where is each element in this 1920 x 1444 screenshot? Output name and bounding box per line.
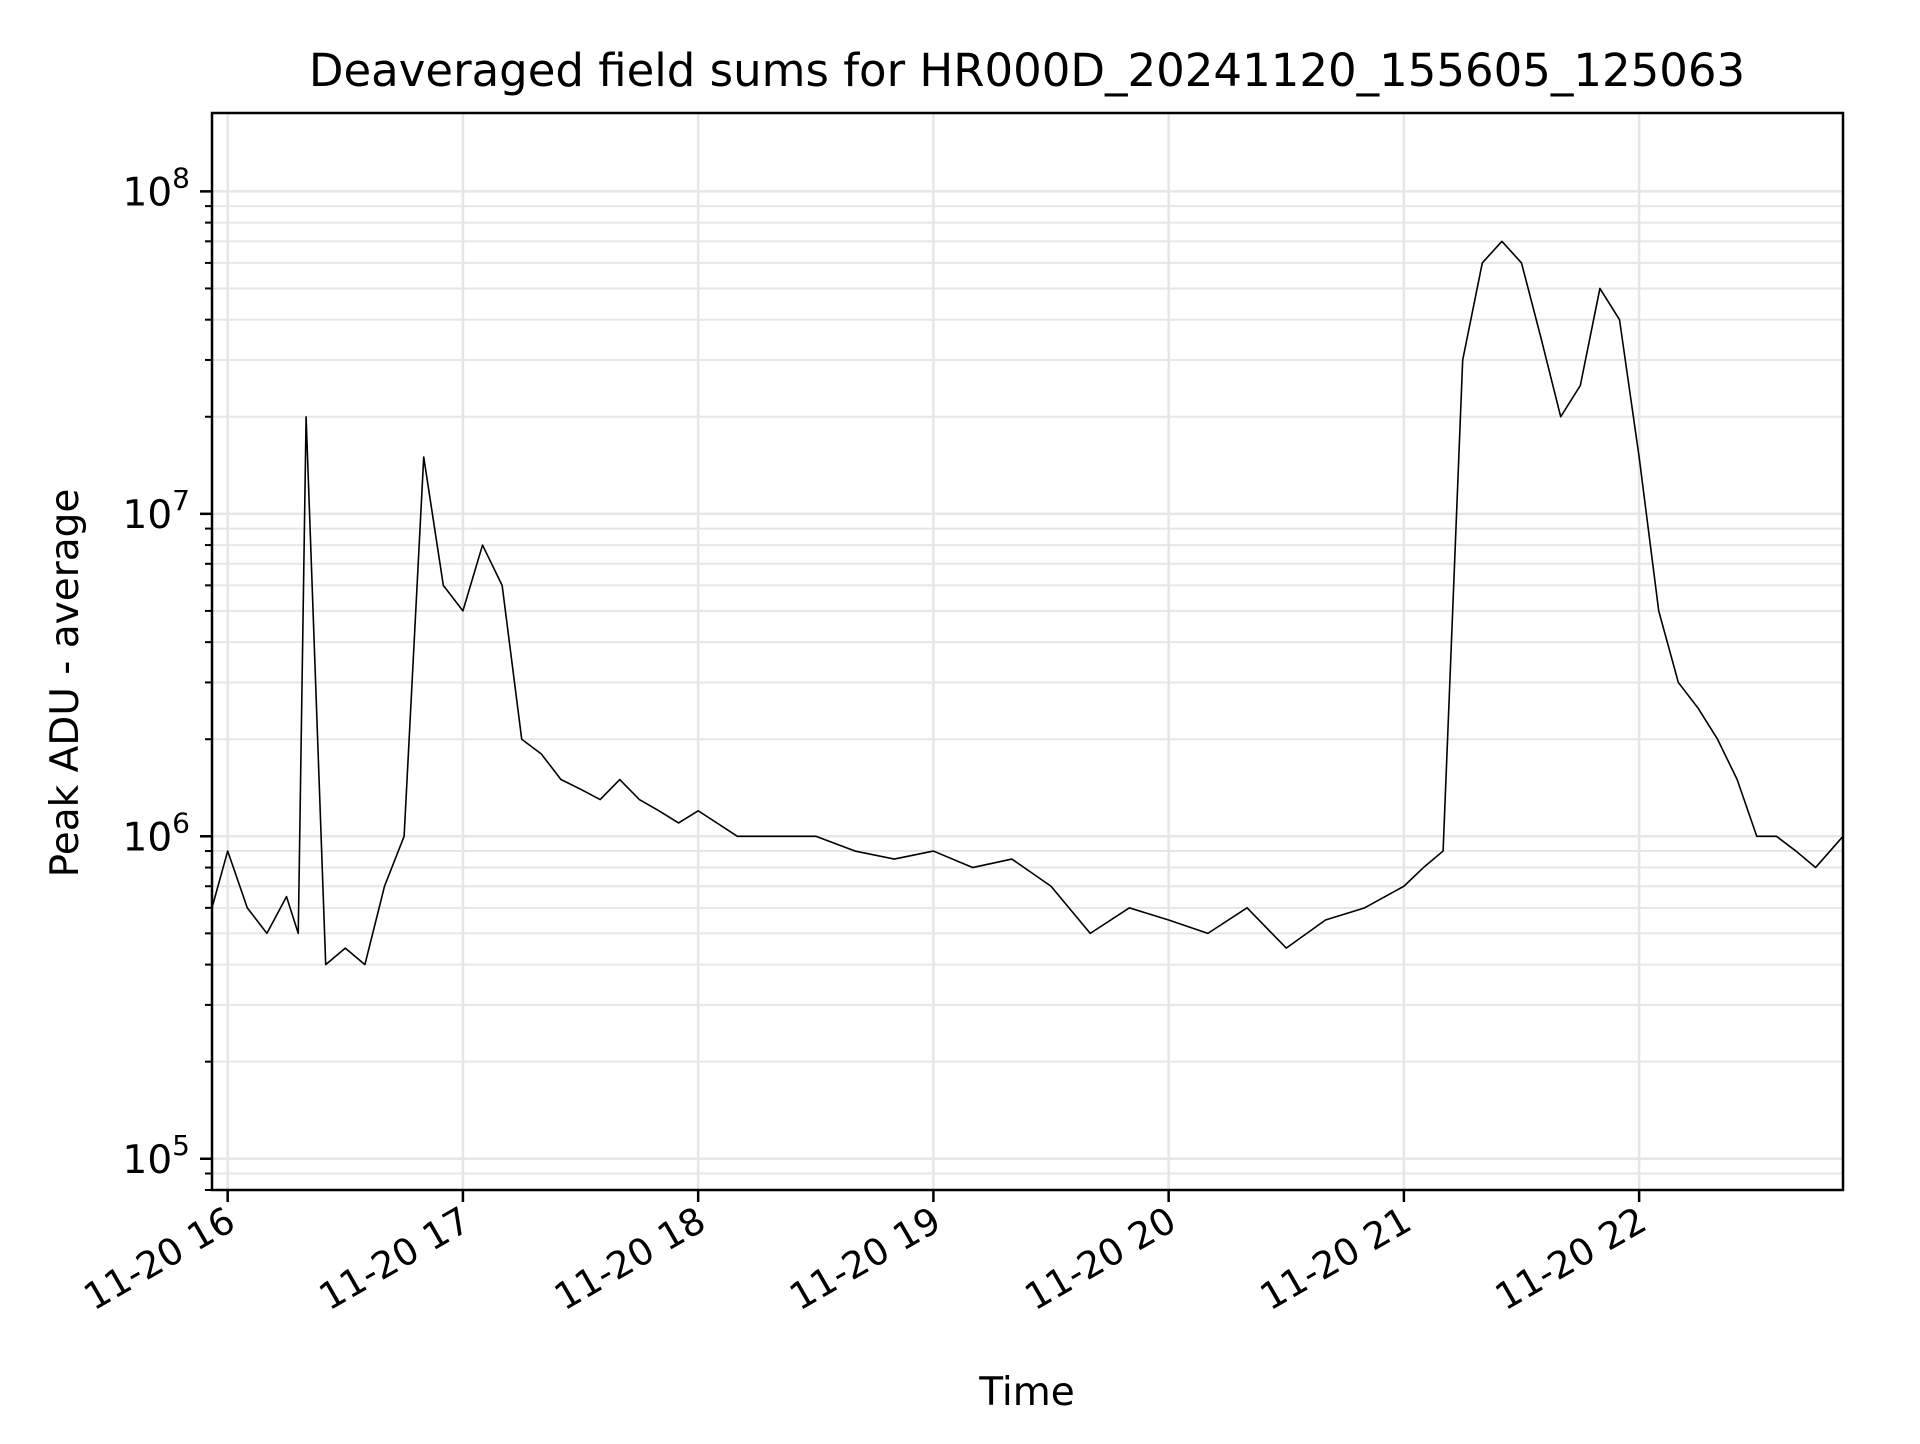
- x-axis-label: Time: [978, 1370, 1074, 1415]
- plot-layer: [211, 240, 1844, 966]
- grid-layer: [212, 113, 1843, 1191]
- series-line: [211, 240, 1844, 966]
- plot-area-frame: [210, 111, 1845, 1192]
- y-tick-base: 10: [123, 815, 173, 860]
- y-tick-base: 10: [123, 170, 173, 215]
- y-tick-exponent: 5: [172, 1129, 190, 1162]
- y-tick-exponent: 7: [172, 484, 190, 517]
- y-tick-label: 105: [123, 1129, 190, 1183]
- y-tick-exponent: 6: [172, 806, 190, 839]
- y-tick-exponent: 8: [172, 161, 190, 194]
- y-axis-label: Peak ADU - average: [43, 489, 88, 878]
- y-tick-label: 108: [123, 161, 190, 215]
- chart-title: Deaveraged field sums for HR000D_2024112…: [309, 44, 1745, 97]
- y-tick-label: 107: [123, 484, 190, 538]
- y-tick-base: 10: [123, 1138, 173, 1183]
- y-tick-base: 10: [123, 493, 173, 538]
- y-tick-label: 106: [123, 806, 190, 860]
